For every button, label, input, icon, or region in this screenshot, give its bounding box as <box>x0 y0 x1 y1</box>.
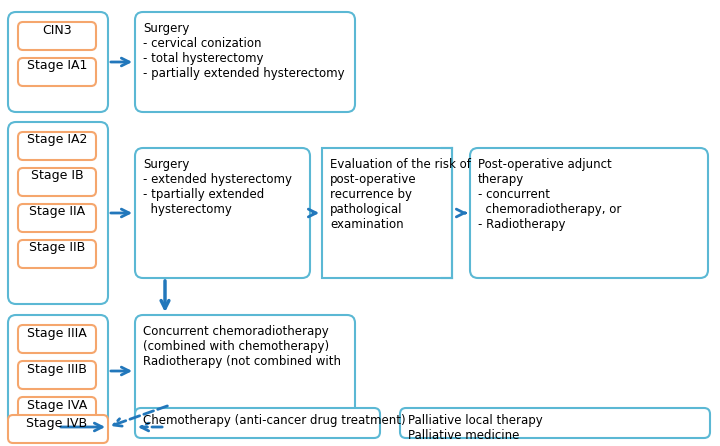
FancyBboxPatch shape <box>18 325 96 353</box>
Text: Palliative local therapy
Palliative medicine: Palliative local therapy Palliative medi… <box>408 414 543 442</box>
Text: Chemotherapy (anti-cancer drug treatment): Chemotherapy (anti-cancer drug treatment… <box>143 414 405 427</box>
FancyBboxPatch shape <box>18 240 96 268</box>
FancyBboxPatch shape <box>18 168 96 196</box>
Text: Stage IVB: Stage IVB <box>27 417 88 429</box>
FancyBboxPatch shape <box>470 148 708 278</box>
FancyBboxPatch shape <box>135 148 310 278</box>
Text: Stage IVA: Stage IVA <box>27 398 87 412</box>
FancyBboxPatch shape <box>18 22 96 50</box>
FancyBboxPatch shape <box>8 415 108 443</box>
FancyBboxPatch shape <box>18 397 96 425</box>
Text: Evaluation of the risk of
post-operative
recurrence by
pathological
examination: Evaluation of the risk of post-operative… <box>330 158 471 231</box>
Text: Surgery
- extended hysterectomy
- tpartially extended
  hysterectomy: Surgery - extended hysterectomy - tparti… <box>143 158 292 216</box>
Text: Stage IIB: Stage IIB <box>29 241 85 255</box>
FancyBboxPatch shape <box>135 408 380 438</box>
FancyBboxPatch shape <box>135 315 355 427</box>
FancyBboxPatch shape <box>8 12 108 112</box>
Text: Stage IB: Stage IB <box>31 169 84 182</box>
FancyBboxPatch shape <box>18 132 96 160</box>
Text: Stage IIA: Stage IIA <box>29 206 85 219</box>
FancyBboxPatch shape <box>8 315 108 427</box>
Text: Stage IIIA: Stage IIIA <box>27 326 87 339</box>
FancyBboxPatch shape <box>8 122 108 304</box>
Text: CIN3: CIN3 <box>42 24 72 37</box>
Text: Stage IA2: Stage IA2 <box>27 133 87 146</box>
FancyBboxPatch shape <box>18 58 96 86</box>
FancyBboxPatch shape <box>135 12 355 112</box>
FancyBboxPatch shape <box>400 408 710 438</box>
Text: Surgery
- cervical conization
- total hysterectomy
- partially extended hysterec: Surgery - cervical conization - total hy… <box>143 22 345 80</box>
Text: Concurrent chemoradiotherapy
(combined with chemotherapy)
Radiotherapy (not comb: Concurrent chemoradiotherapy (combined w… <box>143 325 341 368</box>
FancyBboxPatch shape <box>18 204 96 232</box>
Text: Stage IIIB: Stage IIIB <box>27 363 87 376</box>
FancyBboxPatch shape <box>18 361 96 389</box>
Text: Post-operative adjunct
therapy
- concurrent
  chemoradiotherapy, or
- Radiothera: Post-operative adjunct therapy - concurr… <box>478 158 621 231</box>
Bar <box>322 148 452 278</box>
Text: Stage IA1: Stage IA1 <box>27 59 87 73</box>
